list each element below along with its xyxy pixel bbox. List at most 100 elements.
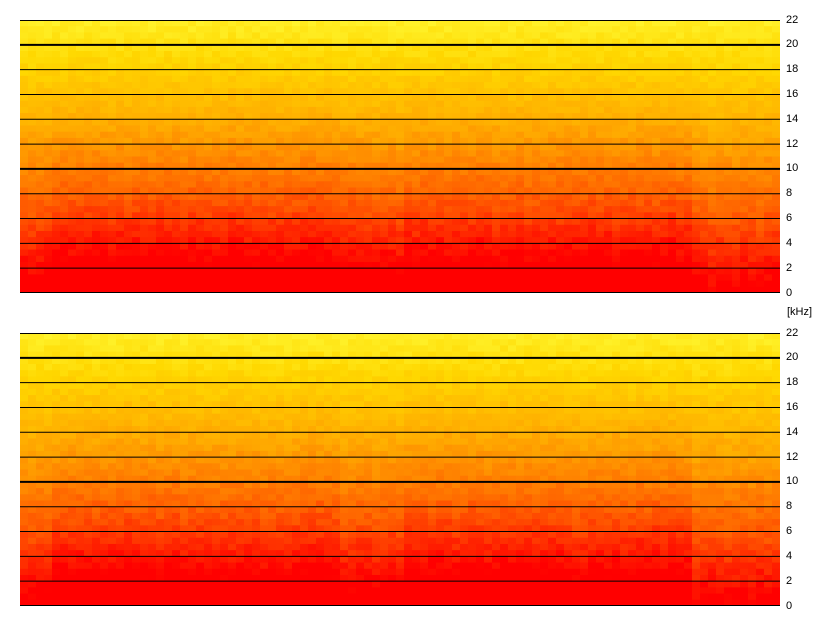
spectrogram-cell [452, 162, 461, 170]
spectrogram-cell [508, 75, 517, 83]
spectrogram-cell [412, 20, 421, 27]
spectrogram-cell [628, 144, 637, 151]
spectrogram-cell [348, 268, 357, 275]
spectrogram-cell [332, 119, 341, 127]
spectrogram-cell [124, 413, 133, 421]
spectrogram-cell [132, 206, 141, 213]
spectrogram-cell [732, 224, 741, 232]
spectrogram-cell [60, 426, 69, 433]
spectrogram-cell [764, 57, 773, 65]
spectrogram-cell [564, 51, 573, 58]
spectrogram-cell [300, 125, 309, 133]
spectrogram-cell [388, 125, 397, 133]
spectrogram-cell [428, 119, 437, 127]
spectrogram-cell [668, 230, 677, 238]
spectrogram-cell [116, 525, 125, 533]
spectrogram-cell [28, 156, 37, 164]
spectrogram-cell [60, 38, 69, 46]
spectrogram-cell [708, 274, 717, 282]
spectrogram-cell [220, 206, 229, 213]
spectrogram-cell [108, 237, 117, 244]
spectrogram-cell [28, 249, 37, 257]
spectrogram-cell [204, 38, 213, 46]
spectrogram-cell [460, 193, 469, 201]
spectrogram-cell [132, 63, 141, 71]
spectrogram-cell [204, 187, 213, 195]
spectrogram-cell [572, 32, 581, 40]
spectrogram-cell [116, 333, 125, 340]
spectrogram-cell [420, 20, 429, 27]
spectrogram-cell [76, 243, 85, 251]
spectrogram-cell [540, 237, 549, 244]
spectrogram-cell [708, 106, 717, 114]
spectrogram-cell [116, 274, 125, 282]
spectrogram-cell [68, 512, 77, 520]
spectrogram-cell [724, 119, 733, 127]
spectrogram-cell [324, 88, 333, 96]
spectrogram-cell [44, 26, 53, 33]
spectrogram-cell [524, 274, 533, 282]
spectrogram-cell [596, 175, 605, 182]
spectrogram-cell [36, 488, 45, 495]
spectrogram-cell [20, 500, 29, 508]
spectrogram-cell [484, 268, 493, 275]
spectrogram-cell [84, 106, 93, 114]
spectrogram-cell [92, 175, 101, 182]
spectrogram-cell [524, 88, 533, 96]
spectrogram-cell [508, 249, 517, 257]
spectrogram-cell [380, 261, 389, 269]
spectrogram-cell [92, 237, 101, 244]
spectrogram-cell [44, 106, 53, 114]
spectrogram-cell [84, 32, 93, 40]
spectrogram-cell [28, 593, 37, 601]
spectrogram-cell [52, 249, 61, 257]
spectrogram-cell [540, 243, 549, 251]
spectrogram-cell [388, 75, 397, 83]
spectrogram-cell [100, 32, 109, 40]
spectrogram-cell [260, 206, 269, 213]
spectrogram-cell [452, 137, 461, 145]
spectrogram-cell [268, 20, 277, 27]
spectrogram-cell [140, 587, 149, 595]
spectrogram-cell [52, 531, 61, 539]
spectrogram-cell [556, 162, 565, 170]
spectrogram-cell [196, 137, 205, 145]
spectrogram-cell [636, 137, 645, 145]
spectrogram-cell [316, 144, 325, 151]
spectrogram-cell [300, 237, 309, 244]
spectrogram-cell [604, 286, 613, 293]
spectrogram-cell [436, 187, 445, 195]
spectrogram-cell [620, 144, 629, 151]
spectrogram-cell [316, 224, 325, 232]
spectrogram-cell [244, 212, 253, 220]
spectrogram-cell [460, 268, 469, 275]
spectrogram-cell [484, 249, 493, 257]
spectrogram-cell [124, 181, 133, 189]
spectrogram-cell [484, 82, 493, 89]
spectrogram-cell [164, 75, 173, 83]
spectrogram-cell [36, 206, 45, 213]
spectrogram-cell [700, 268, 709, 275]
spectrogram-cell [764, 243, 773, 251]
spectrogram-cell [412, 94, 421, 102]
spectrogram-cell [636, 193, 645, 201]
spectrogram-cell [588, 181, 597, 189]
spectrogram-cell [172, 106, 181, 114]
spectrogram-cell [52, 137, 61, 145]
spectrogram-cell [556, 119, 565, 127]
spectrogram-cell [732, 88, 741, 96]
spectrogram-cell [284, 88, 293, 96]
spectrogram-cell [508, 94, 517, 102]
spectrogram-cell [724, 237, 733, 244]
spectrogram-cell [76, 119, 85, 127]
y-tick-label: 10 [786, 162, 799, 175]
spectrogram-cell [20, 364, 29, 371]
spectrogram-cell [732, 230, 741, 238]
spectrogram-cell [44, 100, 53, 108]
spectrogram-cell [460, 69, 469, 77]
spectrogram-cell [100, 333, 109, 340]
spectrogram-cell [740, 119, 749, 127]
spectrogram-cell [220, 131, 229, 139]
spectrogram-cell [692, 69, 701, 77]
spectrogram-cell [668, 20, 677, 27]
